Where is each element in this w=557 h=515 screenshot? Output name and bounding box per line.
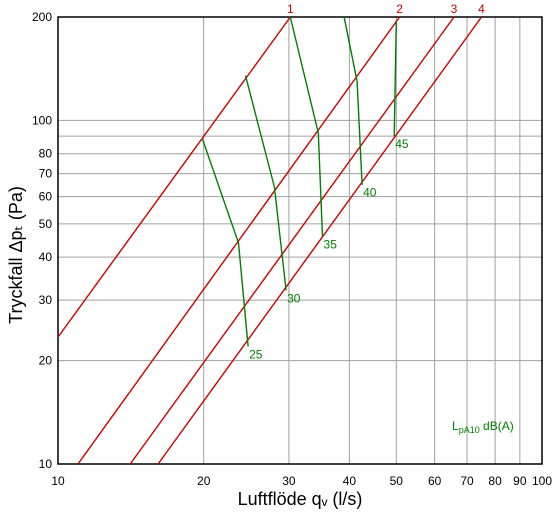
pressure-line-2 <box>77 16 401 465</box>
sound-curve-40 <box>343 16 363 185</box>
x-tick-label: 40 <box>343 474 357 488</box>
x-axis-title: Luftflöde qᵥ (l/s) <box>238 489 363 509</box>
sound-curve-label: 35 <box>324 237 338 251</box>
y-tick-label: 200 <box>32 10 52 24</box>
x-tick-label: 100 <box>532 474 552 488</box>
y-tick-label: 30 <box>39 293 53 307</box>
pressure-line-1 <box>57 16 291 338</box>
pressure-line-label: 4 <box>478 2 485 16</box>
sound-curve-30 <box>244 75 287 291</box>
pressure-line-label: 3 <box>451 2 458 16</box>
sound-curve-45 <box>393 20 397 137</box>
x-tick-label: 90 <box>513 474 527 488</box>
x-tick-label: 70 <box>460 474 474 488</box>
pressure-line-4 <box>157 16 483 465</box>
plot-frame <box>57 16 543 465</box>
sound-curve-25 <box>201 139 249 347</box>
pressure-line-3 <box>129 16 455 465</box>
y-tick-label: 60 <box>39 190 53 204</box>
x-tick-label: 60 <box>428 474 442 488</box>
legend-rest: dB(A) <box>480 419 514 433</box>
pressure-lines: 1 2 3 4 <box>57 2 485 465</box>
sound-curve-label: 30 <box>287 291 301 305</box>
y-tick-label: 100 <box>32 113 52 127</box>
legend-label: LpA10 dB(A) <box>452 419 514 435</box>
x-tick-label: 20 <box>197 474 211 488</box>
tick-labels: 10 20 30 40 50 60 70 80 90 100 10 20 30 40 50 60 70 80 100… <box>32 10 552 488</box>
y-tick-label: 20 <box>39 354 53 368</box>
y-tick-label: 70 <box>39 167 53 181</box>
pressure-line-label: 2 <box>396 2 403 16</box>
y-axis-title: Tryckfall Δpₜ (Pa) <box>6 186 26 324</box>
y-tick-label: 80 <box>39 147 53 161</box>
y-tick-label: 40 <box>39 250 53 264</box>
legend-main: L <box>452 419 459 433</box>
sound-curve-label: 25 <box>249 347 263 361</box>
sound-curve-label: 40 <box>363 186 377 200</box>
x-tick-label: 50 <box>390 474 404 488</box>
y-tick-label: 10 <box>39 457 53 471</box>
sound-curve-35 <box>289 16 324 237</box>
x-tick-label: 30 <box>282 474 296 488</box>
x-tick-label: 10 <box>51 474 65 488</box>
sound-curve-label: 45 <box>395 137 409 151</box>
x-tick-label: 80 <box>488 474 502 488</box>
legend-sub: pA10 <box>459 425 480 435</box>
y-tick-label: 50 <box>39 217 53 231</box>
sound-curves: 25 30 35 40 45 <box>201 16 409 361</box>
pressure-line-label: 1 <box>287 2 294 16</box>
grid <box>57 16 543 465</box>
